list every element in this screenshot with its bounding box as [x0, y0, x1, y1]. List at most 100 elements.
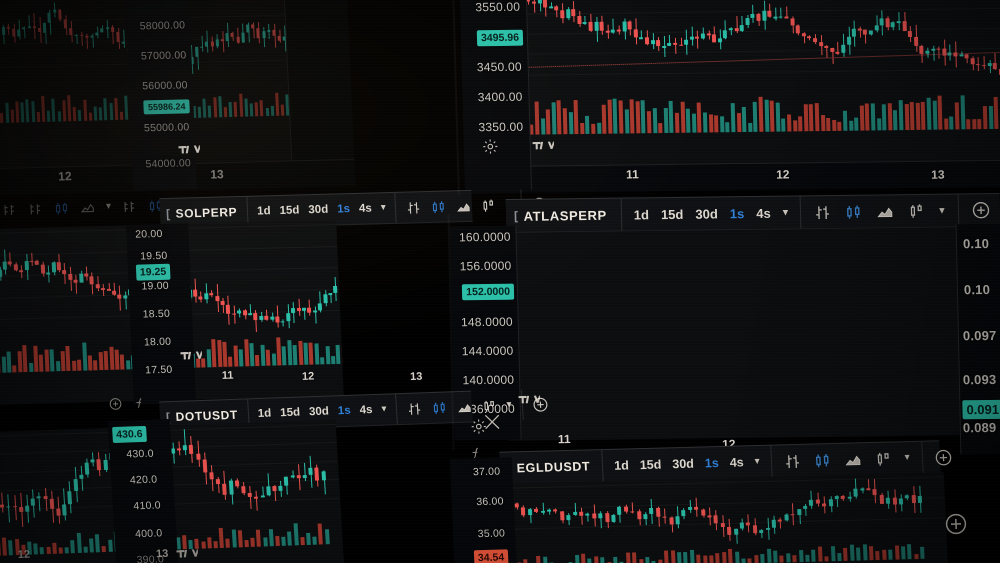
bar-chart-icon[interactable] [783, 452, 801, 469]
chevron-down-icon[interactable]: ▾ [105, 200, 112, 212]
hollow-candle-icon[interactable] [481, 398, 497, 413]
chevron-down-icon[interactable]: ▾ [754, 455, 760, 468]
hollow-candle-icon[interactable] [481, 198, 497, 213]
candle-body [209, 471, 214, 480]
chevron-down-icon[interactable]: ▾ [939, 204, 945, 217]
charttype-group-egldusdt[interactable]: ▾ [770, 441, 924, 478]
hollow-candle-icon[interactable] [874, 450, 892, 467]
volume-bar [881, 104, 887, 131]
chart-canvas-egldusdt[interactable] [503, 472, 948, 563]
candle-body [874, 25, 879, 31]
plus-circle-icon[interactable] [971, 200, 991, 220]
candle-body [259, 315, 264, 321]
chevron-down-icon[interactable]: ▾ [381, 403, 387, 415]
candle-body [885, 18, 890, 28]
indicators-fx-icon[interactable] [134, 395, 150, 410]
candle-body [308, 467, 313, 475]
chevron-down-icon[interactable]: ▾ [506, 399, 512, 411]
bar-chart-icon[interactable] [2, 202, 18, 217]
timeframe-15d[interactable]: 15d [279, 204, 300, 217]
candle-body [73, 279, 78, 283]
candle-body [312, 310, 317, 313]
candlestick-chart-icon[interactable] [845, 203, 862, 220]
add-panel-group-atlasperp[interactable] [958, 194, 1000, 227]
plus-circle-icon[interactable] [943, 511, 968, 536]
chevron-down-icon[interactable]: ▾ [904, 452, 910, 464]
charttype-group-atlasperp[interactable]: ▾ [800, 194, 960, 229]
timeframe-4s[interactable]: 4s [358, 202, 373, 215]
volume-bar [730, 103, 736, 133]
bar-chart-icon[interactable] [406, 200, 422, 215]
chart-canvas-atlasperp[interactable] [503, 227, 968, 441]
timeframe-1d[interactable]: 1d [613, 458, 630, 473]
timeframe-1d[interactable]: 1d [256, 205, 271, 218]
chevron-down-icon[interactable]: ▾ [782, 206, 789, 219]
volume-bar [920, 547, 925, 559]
timeframe-1d[interactable]: 1d [633, 206, 650, 222]
timeframe-15d[interactable]: 15d [279, 406, 301, 420]
candle-body [106, 289, 111, 291]
timeframe-1d[interactable]: 1d [257, 407, 272, 421]
timeframe-4s[interactable]: 4s [756, 205, 771, 221]
candle-body [220, 39, 224, 42]
chart-panel-egldusdt[interactable] [503, 472, 949, 563]
charttype-group-dotusdt[interactable]: ▾ [395, 389, 524, 425]
timeframe-30d[interactable]: 30d [308, 405, 330, 419]
candle-body [56, 262, 62, 271]
hollow-candle-icon[interactable] [908, 202, 925, 219]
candlestick-chart-icon[interactable] [813, 452, 831, 469]
area-chart-icon[interactable] [456, 198, 472, 213]
timeframe-15d[interactable]: 15d [639, 457, 662, 473]
volume-bar [556, 100, 562, 135]
bar-chart-icon[interactable] [406, 401, 422, 416]
candle-body [604, 513, 610, 522]
candle-body [807, 36, 812, 39]
candlestick-chart-icon[interactable] [431, 199, 447, 214]
volume-bar [265, 107, 269, 117]
plus-circle-icon[interactable] [933, 447, 953, 466]
volume-bar [848, 120, 854, 131]
plus-circle-icon[interactable] [108, 396, 124, 411]
timeframe-30d[interactable]: 30d [672, 456, 695, 472]
volume-bar [202, 98, 207, 118]
symbol-button-atlasperp[interactable]: [ ATLASPERP [505, 198, 623, 233]
candle-body [230, 33, 235, 37]
area-chart-icon[interactable] [843, 450, 862, 468]
price-tick: 20.00 [134, 227, 163, 241]
timeframe-1s[interactable]: 1s [729, 205, 745, 221]
bar-chart-icon[interactable] [814, 204, 831, 221]
symbol-button-egldusdt[interactable]: [ EGLDUSDT [499, 450, 604, 485]
area-chart-icon[interactable] [456, 399, 472, 414]
timeframe-30d[interactable]: 30d [695, 205, 718, 222]
chevron-down-icon[interactable]: ▾ [380, 202, 387, 214]
bar-chart-icon[interactable] [122, 199, 138, 214]
timeframe-4s[interactable]: 4s [359, 404, 373, 417]
chart-panel-atlasperp[interactable] [503, 227, 969, 441]
price-scale-right[interactable]: 0.10 0.10 0.097 0.093 0.091 0.089 [955, 223, 1000, 455]
price-scale-egldusdt[interactable]: 37.00 36.00 35.00 34.54 [449, 457, 517, 563]
timeframe-15d[interactable]: 15d [660, 206, 684, 222]
area-chart-icon[interactable] [80, 200, 96, 215]
volume-bar [585, 116, 590, 134]
timeframe-group-atlasperp[interactable]: 1d 15d 30d 1s 4s ▾ [621, 196, 802, 231]
candle-body [46, 272, 51, 275]
volume-bar [686, 108, 691, 133]
bar-chart-icon[interactable] [28, 201, 44, 216]
candle-body [62, 504, 67, 516]
timeframe-1s[interactable]: 1s [704, 456, 720, 471]
volume-bar [658, 559, 663, 563]
candle-body [90, 35, 94, 38]
area-chart-icon[interactable] [876, 202, 894, 220]
add-panel-group-egldusdt[interactable] [922, 441, 964, 474]
timeframe-4s[interactable]: 4s [729, 455, 744, 470]
candlestick-chart-icon[interactable] [431, 400, 447, 415]
timeframe-30d[interactable]: 30d [308, 203, 329, 217]
candle-body [851, 28, 857, 38]
toolbar-rail-dot[interactable] [107, 389, 150, 416]
candle-body [42, 22, 47, 33]
volume-bar [915, 103, 921, 130]
timeframe-1s[interactable]: 1s [337, 404, 352, 418]
candle-body [733, 528, 738, 535]
timeframe-1s[interactable]: 1s [336, 203, 351, 216]
candlestick-chart-icon[interactable] [54, 200, 70, 215]
